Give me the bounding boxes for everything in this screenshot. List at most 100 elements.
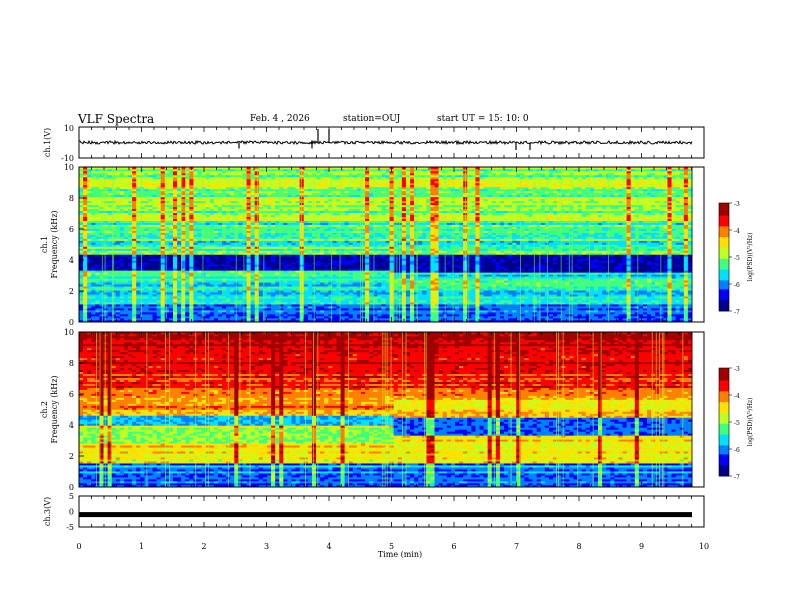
spectrogram-cell (156, 262, 162, 265)
spectrogram-cell (250, 236, 256, 239)
spectrogram-cell (148, 218, 153, 221)
spectrogram-cell (197, 268, 202, 271)
spectrogram-cell (193, 284, 198, 287)
spectrogram-cell (201, 274, 206, 277)
spectrogram-cell (160, 306, 166, 309)
spectrogram-cell (152, 172, 157, 176)
spectrogram-cell (295, 304, 300, 307)
spectrogram-cell (99, 192, 104, 196)
spectrogram-cell (123, 258, 129, 261)
spectrogram-cell (213, 310, 219, 313)
spectrogram-cell (320, 218, 325, 221)
spectrogram-cell (123, 184, 129, 188)
spectrogram-cell (258, 232, 264, 235)
spectrogram-cell (115, 260, 121, 263)
spectrogram-cell (107, 286, 112, 289)
spectrogram-cell (172, 296, 178, 299)
spectrogram-cell (271, 172, 276, 176)
spectrogram-cell (307, 172, 313, 176)
spectrogram-cell (320, 294, 325, 297)
spectrogram-cell (250, 216, 256, 219)
spectrogram-cell (123, 198, 129, 202)
spectrogram-cell (103, 214, 108, 217)
spectrogram-cell (242, 200, 247, 204)
spectrogram-cell (168, 252, 174, 255)
spectrogram-cell (115, 234, 121, 237)
spectrogram-cell (242, 198, 247, 202)
spectrogram-cell (246, 167, 251, 170)
spectrogram-cell (197, 258, 202, 261)
spectrogram-cell (83, 256, 88, 259)
spectrogram-cell (271, 168, 276, 172)
spectrogram-cell (316, 254, 321, 257)
spectrogram-cell (107, 202, 112, 206)
spectrogram-cell (230, 294, 235, 297)
spectrogram-cell (283, 266, 288, 269)
spectrogram-cell (189, 204, 194, 208)
spectrogram-cell (332, 250, 337, 253)
spectrogram-cell (201, 240, 206, 243)
spectrogram-cell (177, 230, 182, 233)
spectrogram-cell (168, 218, 174, 221)
spectrogram-cell (193, 206, 198, 210)
spectrogram-cell (324, 232, 329, 235)
spectrogram-cell (152, 240, 157, 243)
spectrogram-cell (152, 306, 157, 309)
spectrogram-cell (279, 254, 284, 257)
spectrogram-cell (136, 272, 141, 275)
spectrogram-cell (230, 192, 235, 196)
spectrogram-cell (177, 300, 182, 303)
spectrogram-cell (217, 264, 223, 267)
spectrogram-cell (254, 292, 260, 295)
spectrogram-cell (275, 196, 280, 200)
spectrogram-cell (250, 252, 256, 255)
spectrogram-cell (107, 316, 112, 319)
spectrogram-cell (283, 320, 288, 323)
spectrogram-cell (238, 204, 243, 208)
spectrogram-cell (242, 274, 247, 277)
spectrogram-cell (119, 214, 125, 217)
spectrogram-cell (160, 294, 166, 297)
spectrogram-cell (119, 282, 125, 285)
spectrogram-cell (226, 170, 231, 174)
spectrogram-cell (172, 246, 178, 249)
spectrogram-cell (144, 298, 149, 301)
spectrogram-cell (226, 270, 231, 273)
spectrogram-cell (287, 316, 292, 319)
spectrogram-cell (254, 172, 260, 176)
spectrogram-cell (103, 192, 108, 196)
spectrogram-cell (99, 176, 104, 180)
spectrogram-cell (238, 188, 243, 192)
spectrogram-cell (226, 202, 231, 206)
spectrogram-cell (254, 170, 260, 174)
spectrogram-cell (128, 167, 133, 170)
spectrogram-cell (275, 288, 280, 291)
spectrogram-cell (132, 272, 137, 275)
spectrogram-cell (295, 212, 300, 215)
spectrogram-cell (266, 204, 272, 208)
spectrogram-cell (172, 224, 178, 227)
spectrogram-cell (128, 234, 133, 237)
spectrogram-cell (295, 240, 300, 243)
spectrogram-cell (107, 198, 112, 202)
spectrogram-cell (119, 292, 125, 295)
spectrogram-cell (136, 204, 141, 208)
spectrogram-cell (222, 190, 227, 194)
spectrogram-cell (316, 278, 321, 281)
spectrogram-cell (79, 294, 84, 297)
spectrogram-cell (83, 270, 88, 273)
spectrogram-cell (254, 218, 260, 221)
spectrogram-cell (328, 174, 333, 178)
spectrogram-cell (168, 316, 174, 319)
spectrogram-cell (291, 258, 296, 261)
spectrogram-cell (160, 180, 166, 184)
spectrogram-cell (115, 238, 121, 241)
spectrogram-cell (87, 316, 92, 319)
spectrogram-cell (254, 290, 260, 293)
spectrogram-cell (136, 310, 141, 313)
spectrogram-cell (258, 278, 264, 281)
spectrogram-cell (107, 252, 112, 255)
spectrogram-cell (87, 252, 92, 255)
spectrogram-cell (189, 184, 194, 188)
spectrogram-cell (246, 238, 251, 241)
